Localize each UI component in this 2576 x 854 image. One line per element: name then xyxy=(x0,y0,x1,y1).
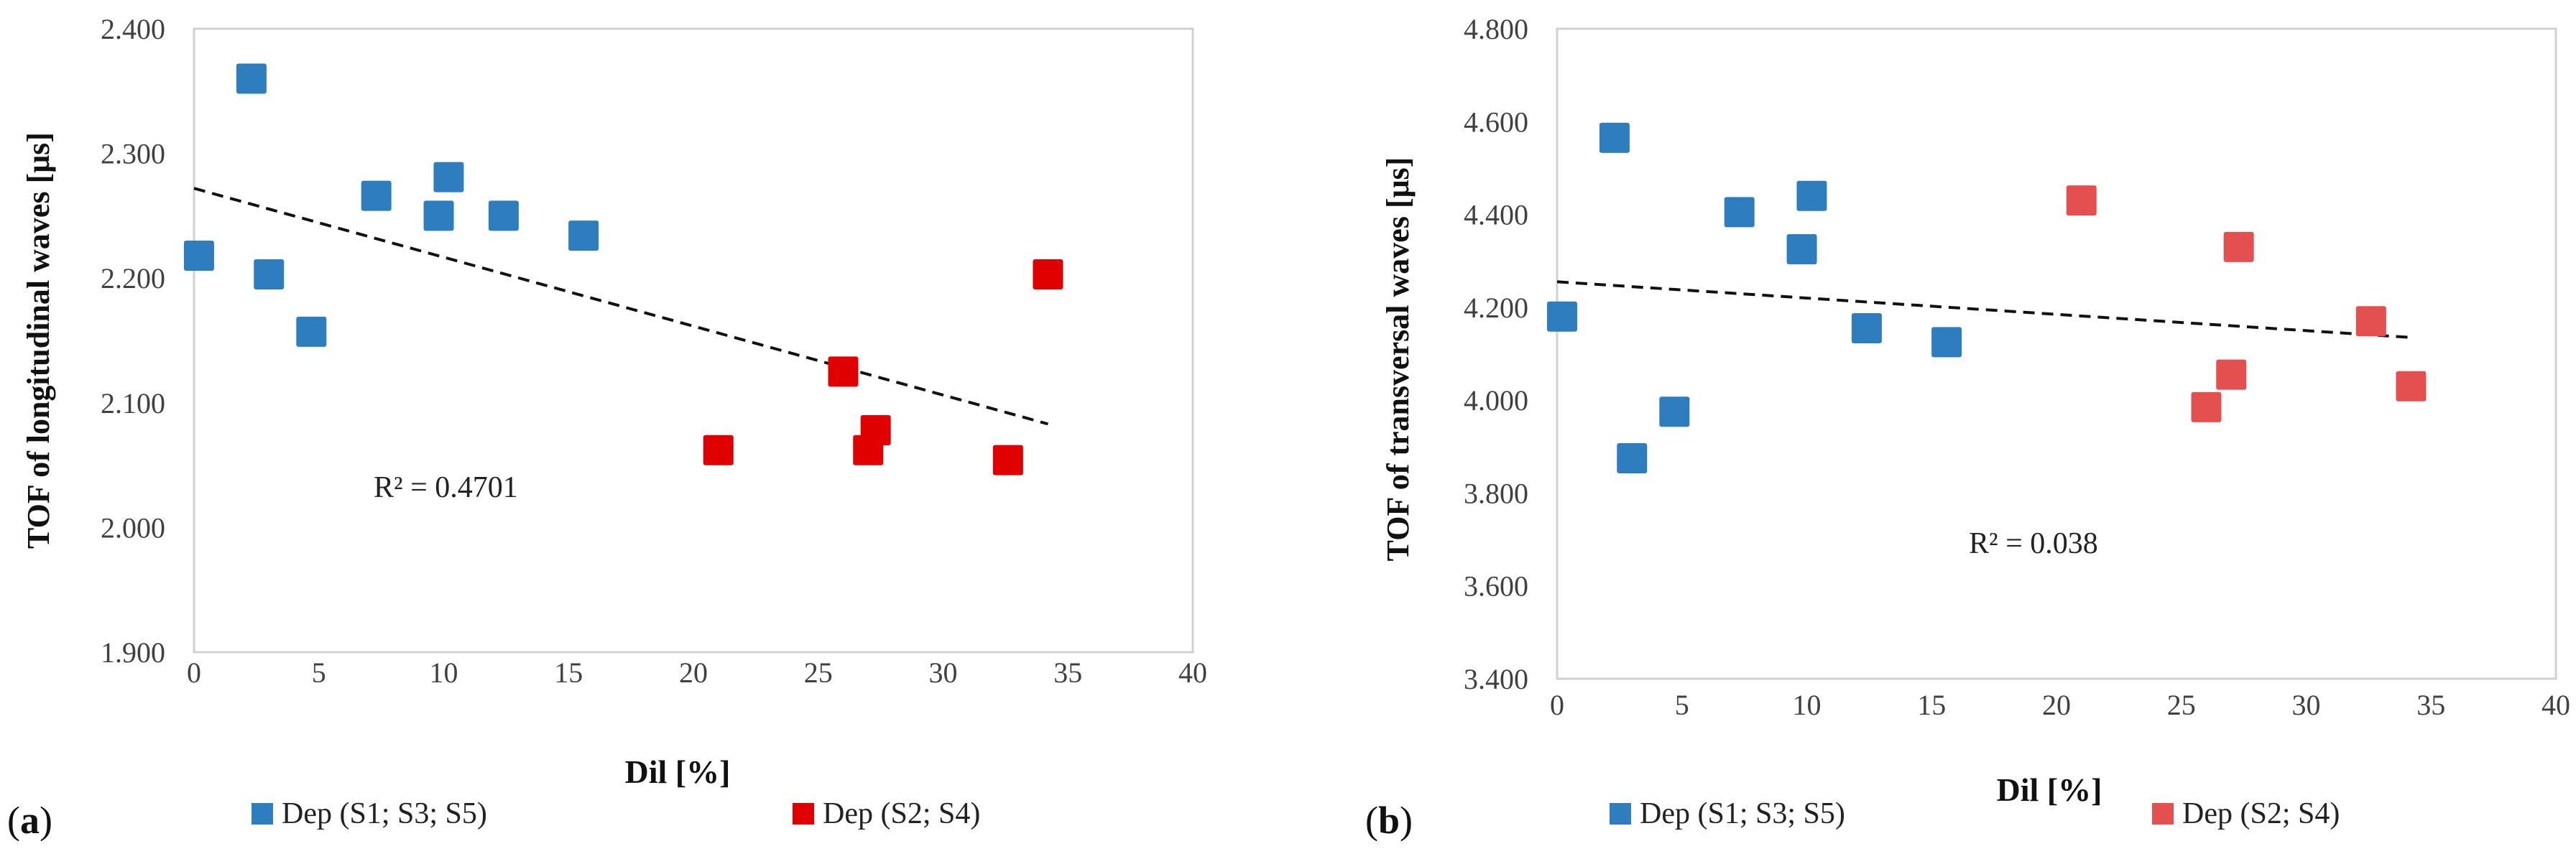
x-tick-label: 40 xyxy=(1178,656,1207,689)
x-tick-label: 25 xyxy=(2167,689,2196,721)
data-point-series-1 xyxy=(860,414,891,445)
data-point-series-0 xyxy=(296,316,327,347)
x-tick-label: 5 xyxy=(312,656,326,689)
chart-b: 0 5 10 15 20 25 30 35 40 3.400 3.600 3.800 4.000 4.20… xyxy=(1365,13,2570,842)
x-axis-label-b: Dil [%] xyxy=(1997,771,2102,808)
trendline xyxy=(1556,280,2411,339)
x-tick-label: 20 xyxy=(679,656,708,689)
data-point-series-0 xyxy=(183,240,214,271)
y-tick-label: 4.400 xyxy=(1464,199,1528,231)
y-tick-label: 4.600 xyxy=(1464,106,1528,138)
x-tick-label: 35 xyxy=(1053,656,1082,689)
data-point-series-0 xyxy=(1931,327,1962,358)
x-tick-label: 30 xyxy=(929,656,958,689)
data-point-series-1 xyxy=(2216,359,2247,390)
legend-swatch-b-1 xyxy=(2152,803,2174,825)
r2-label-b: R² = 0.038 xyxy=(1969,527,2098,560)
y-tick-label: 4.000 xyxy=(1464,384,1528,417)
data-point-series-0 xyxy=(1599,122,1630,153)
y-tick-label: 4.800 xyxy=(1464,13,1528,45)
data-point-series-0 xyxy=(1851,312,1882,343)
data-point-series-1 xyxy=(2191,391,2222,422)
x-tick-label: 15 xyxy=(554,656,583,689)
data-point-series-0 xyxy=(433,162,464,192)
x-tick-label: 40 xyxy=(2542,689,2570,721)
data-point-series-0 xyxy=(1796,180,1827,211)
data-points-b xyxy=(1546,122,2427,473)
legend-swatch-a-0 xyxy=(251,803,273,825)
x-tick-label: 5 xyxy=(1675,689,1689,721)
data-point-series-1 xyxy=(828,356,859,387)
legend-swatch-b-0 xyxy=(1610,803,1631,825)
y-axis-label-b: TOF of transversal waves [μs] xyxy=(1380,157,1416,562)
x-tick-label: 35 xyxy=(2416,689,2445,721)
data-point-series-0 xyxy=(361,180,392,211)
legend-a: Dep (S1; S3; S5) Dep (S2; S4) xyxy=(251,797,980,830)
y-tick-label: 3.600 xyxy=(1464,570,1528,603)
y-tick-label: 2.200 xyxy=(101,262,165,294)
r2-label-a: R² = 0.4701 xyxy=(374,471,518,504)
data-point-series-0 xyxy=(1786,234,1817,265)
x-tick-label: 20 xyxy=(2042,689,2071,721)
y-tick-label: 2.300 xyxy=(101,138,165,170)
y-axis-label-a: TOF of longitudinal waves [μs] xyxy=(21,132,56,549)
data-point-series-1 xyxy=(992,445,1023,475)
data-point-series-1 xyxy=(2223,231,2254,262)
y-tick-label: 1.900 xyxy=(101,636,165,669)
data-point-series-0 xyxy=(423,200,454,231)
y-tick-label: 2.000 xyxy=(101,511,165,544)
data-point-series-0 xyxy=(254,259,285,289)
trendline-a xyxy=(193,187,1048,426)
legend-entry-b-1: Dep (S2; S4) xyxy=(2182,797,2340,830)
data-point-series-0 xyxy=(1617,442,1648,473)
chart-a: 0 5 10 15 20 25 30 35 40 1.900 2.000 2.100 2.200 2.30… xyxy=(7,13,1207,842)
x-tick-label: 10 xyxy=(1793,689,1822,721)
trendline xyxy=(193,187,1048,426)
x-axis-label-a: Dil [%] xyxy=(625,753,731,790)
data-point-series-0 xyxy=(1546,301,1577,332)
x-tick-label: 10 xyxy=(430,656,458,689)
data-point-series-1 xyxy=(2396,371,2427,402)
legend-entry-a-0: Dep (S1; S3; S5) xyxy=(282,797,487,830)
y-tick-label: 2.400 xyxy=(101,13,165,45)
data-point-series-0 xyxy=(488,200,519,231)
data-point-series-1 xyxy=(2355,306,2386,337)
x-tick-label: 0 xyxy=(187,656,201,689)
legend-b: Dep (S1; S3; S5) Dep (S2; S4) xyxy=(1610,797,2340,830)
data-point-series-0 xyxy=(1724,197,1755,228)
y-tick-label: 4.200 xyxy=(1464,292,1528,324)
y-tick-label: 2.100 xyxy=(101,387,165,419)
data-point-series-1 xyxy=(703,435,734,465)
axis-ticks-b: 0 5 10 15 20 25 30 35 40 3.400 3.600 3.800 4.000 4.20… xyxy=(1464,13,2570,721)
axis-ticks-a: 0 5 10 15 20 25 30 35 40 1.900 2.000 2.100 2.200 2.30… xyxy=(101,13,1207,689)
y-tick-label: 3.800 xyxy=(1464,477,1528,509)
plot-area-b xyxy=(1556,27,2557,680)
x-tick-label: 0 xyxy=(1550,689,1564,721)
x-tick-label: 15 xyxy=(1917,689,1946,721)
panel-label-b: (b) xyxy=(1365,799,1413,842)
legend-entry-b-0: Dep (S1; S3; S5) xyxy=(1640,797,1845,830)
data-point-series-0 xyxy=(1659,396,1690,427)
y-tick-label: 3.400 xyxy=(1464,663,1528,695)
data-point-series-0 xyxy=(236,63,267,94)
trendline-b xyxy=(1556,280,2411,339)
legend-entry-a-1: Dep (S2; S4) xyxy=(823,797,980,830)
x-tick-label: 25 xyxy=(804,656,833,689)
x-tick-label: 30 xyxy=(2292,689,2321,721)
data-point-series-1 xyxy=(2066,185,2097,216)
data-point-series-1 xyxy=(1033,259,1063,289)
legend-swatch-a-1 xyxy=(793,803,814,825)
panel-label-a: (a) xyxy=(7,799,52,842)
data-points-a xyxy=(183,63,1063,475)
plot-area-a xyxy=(193,27,1194,654)
data-point-series-0 xyxy=(568,221,599,251)
